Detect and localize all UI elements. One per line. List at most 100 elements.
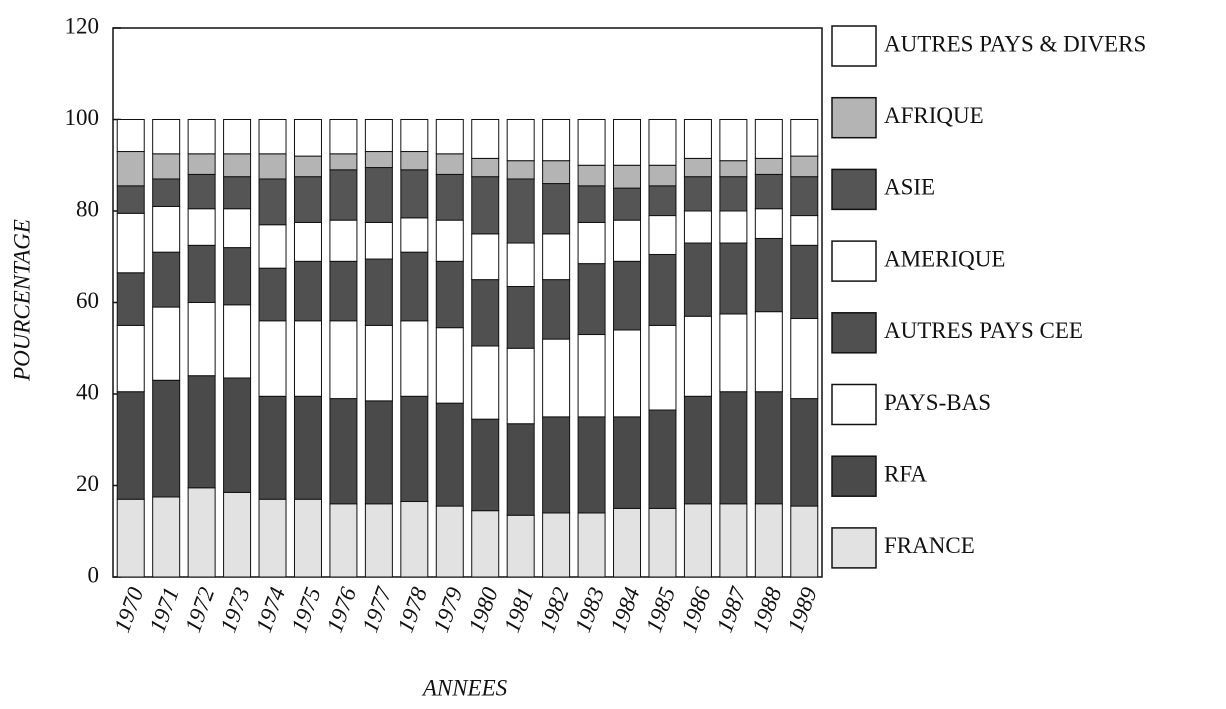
bar-segment — [790, 398, 819, 507]
bar-segment — [258, 153, 287, 180]
x-tick-label: 1971 — [145, 584, 184, 636]
y-tick-label: 0 — [88, 562, 100, 587]
bar-segment — [435, 505, 464, 578]
y-tick-label: 40 — [76, 379, 99, 404]
y-tick-label: 120 — [65, 13, 100, 38]
legend-label: FRANCE — [884, 533, 975, 558]
bar-segment — [648, 119, 677, 166]
bar-segment — [542, 512, 571, 578]
bar-segment — [223, 247, 252, 306]
bar-segment — [116, 185, 145, 214]
bar-segment — [719, 176, 748, 212]
x-tick-label: 1978 — [393, 583, 432, 635]
legend-swatch — [831, 383, 877, 426]
bar-segment — [542, 160, 571, 185]
legend-swatch — [831, 168, 877, 211]
bar-segment — [435, 173, 464, 221]
bar-segment — [258, 119, 287, 155]
bar-segment — [223, 176, 252, 210]
bar-segment — [683, 315, 712, 397]
bar-segment — [471, 157, 500, 178]
bar-segment — [187, 119, 216, 155]
x-tick-label: 1982 — [535, 584, 574, 636]
bar-segment — [400, 395, 429, 503]
bar-segment — [293, 498, 322, 578]
legend-swatch — [831, 240, 877, 282]
bar-segment — [152, 379, 181, 498]
bar-segment — [187, 487, 216, 578]
x-tick-label: 1979 — [428, 583, 467, 635]
bar-segment — [754, 311, 783, 393]
bar-segment — [683, 176, 712, 212]
bar-segment — [683, 119, 712, 159]
bar-segment — [364, 221, 393, 260]
bar-segment — [754, 391, 783, 505]
y-tick-label: 20 — [76, 471, 99, 496]
bar-segment — [577, 221, 606, 265]
legend-swatch — [831, 96, 877, 139]
bar-segment — [506, 423, 535, 516]
bar-segment — [577, 512, 606, 578]
bar-segment — [613, 187, 642, 221]
bar-segment — [152, 251, 181, 308]
bar-segment — [542, 233, 571, 281]
bar-segment — [187, 375, 216, 489]
bar-segment — [258, 224, 287, 269]
bar-segment — [258, 320, 287, 397]
bar-segment — [293, 395, 322, 500]
x-tick-label: 1973 — [216, 584, 255, 636]
legend-label: RFA — [884, 461, 927, 486]
x-axis-label: ANNEES — [421, 675, 508, 700]
bar-segment — [754, 237, 783, 313]
legend-label: ASIE — [884, 175, 935, 200]
bar-segment — [542, 183, 571, 235]
bar-segment — [613, 119, 642, 166]
legend-swatch — [831, 312, 877, 354]
bar-segment — [187, 208, 216, 246]
bar-segment — [400, 320, 429, 397]
plot-frame — [112, 27, 823, 578]
bar-segment — [506, 285, 535, 349]
legend-label: AMERIQUE — [884, 246, 1005, 271]
bar-segment — [542, 119, 571, 162]
bar-segment — [683, 395, 712, 505]
bar-segment — [223, 153, 252, 178]
bar-segment — [754, 119, 783, 159]
bar-segment — [223, 304, 252, 379]
bar-segment — [577, 185, 606, 223]
bar-segment — [400, 217, 429, 253]
bar-segment — [364, 167, 393, 223]
legend-swatch — [831, 455, 877, 497]
bar-segment — [152, 306, 181, 381]
legend-label: AFRIQUE — [884, 103, 984, 128]
x-tick-label: 1988 — [747, 583, 786, 635]
bar-segment — [719, 210, 748, 244]
bar-segment — [506, 178, 535, 244]
bar-segment — [754, 173, 783, 210]
bar-segment — [648, 253, 677, 326]
bar-segment — [293, 320, 322, 397]
bar-segment — [364, 324, 393, 402]
x-tick-label: 1974 — [251, 584, 290, 636]
bar-segment — [364, 151, 393, 169]
bar-segment — [577, 263, 606, 336]
bar-segment — [116, 119, 145, 153]
bar-segment — [790, 505, 819, 578]
bar-segment — [683, 503, 712, 578]
bar-segment — [790, 119, 819, 157]
x-tick-label: 1989 — [783, 583, 822, 635]
bar-segment — [400, 119, 429, 153]
bar-segment — [790, 215, 819, 246]
bar-segment — [790, 155, 819, 178]
bar-segment — [435, 119, 464, 155]
bar-segment — [577, 334, 606, 418]
legend-label: AUTRES PAYS CEE — [884, 318, 1083, 343]
bar-segment — [258, 498, 287, 578]
bar-segment — [364, 503, 393, 578]
bar-segment — [683, 210, 712, 244]
x-tick-label: 1972 — [180, 584, 219, 636]
y-tick-label: 60 — [76, 288, 99, 313]
bar-segment — [364, 400, 393, 505]
bar-segment — [116, 324, 145, 393]
